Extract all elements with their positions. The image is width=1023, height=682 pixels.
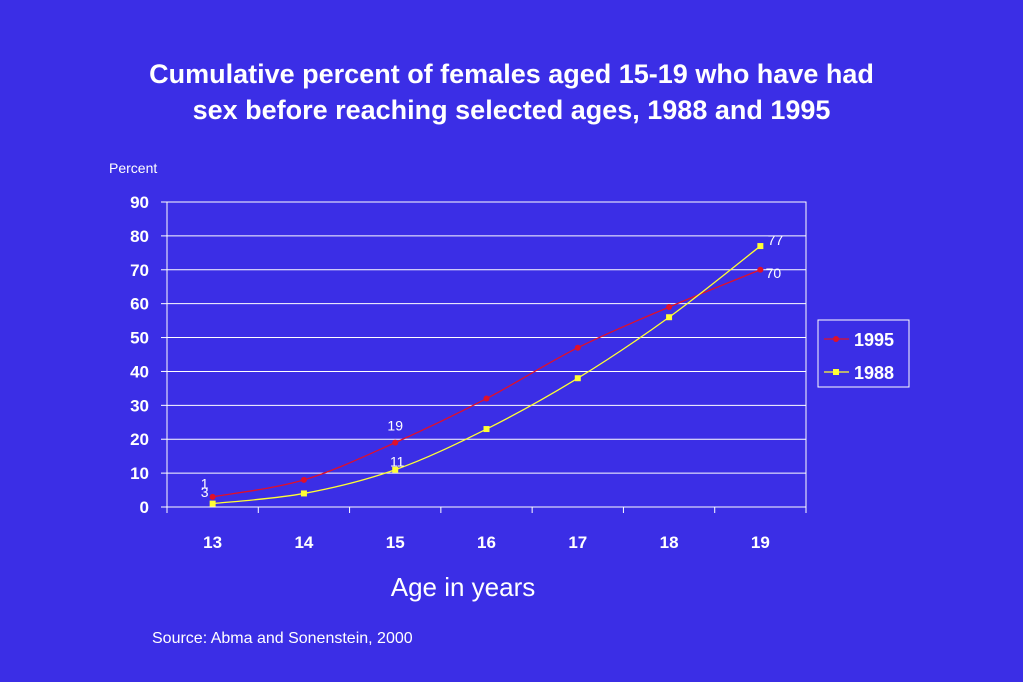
point-1988-13 (209, 500, 216, 507)
y-tick-label: 40 (130, 362, 149, 381)
legend-marker-1988 (833, 369, 839, 375)
axes (161, 201, 807, 513)
point-1995-17 (574, 344, 581, 351)
point-1988-18 (666, 314, 673, 321)
x-tick-label: 17 (568, 533, 587, 552)
y-tick-label: 50 (130, 329, 149, 348)
data-label-1988-19: 77 (768, 232, 784, 248)
x-tick-label: 13 (203, 533, 222, 552)
point-1995-13 (209, 493, 216, 500)
x-tick-label: 15 (386, 533, 405, 552)
data-label-1995-13: 3 (201, 484, 209, 500)
point-1995-19 (757, 266, 764, 273)
data-label-1988-13: 1 (201, 476, 209, 492)
legend-label-1988: 1988 (854, 363, 894, 383)
y-tick-label: 10 (130, 464, 149, 483)
series-lines (212, 245, 761, 505)
legend-marker-1995 (833, 336, 839, 342)
data-label-1995-15: 19 (387, 418, 403, 434)
legend-box (817, 319, 910, 388)
y-tick-label: 90 (130, 193, 149, 212)
point-1995-14 (300, 476, 307, 483)
point-1995-16 (483, 395, 490, 402)
x-tick-label: 16 (477, 533, 496, 552)
series-markers (209, 243, 764, 507)
data-label-1995-19: 70 (766, 265, 782, 281)
plot-area-border (166, 201, 807, 508)
gridlines (167, 201, 806, 474)
y-tick-label: 0 (140, 498, 149, 517)
y-tick-label: 80 (130, 227, 149, 246)
chart-title: Cumulative percent of females aged 15-19… (0, 56, 1023, 128)
point-1995-15 (392, 439, 399, 446)
source-note: Source: Abma and Sonenstein, 2000 (152, 630, 413, 647)
point-1988-16 (483, 426, 490, 433)
x-tick-label: 14 (294, 533, 313, 552)
y-tick-label: 30 (130, 396, 149, 415)
y-tick-label: 20 (130, 430, 149, 449)
y-axis-label: Percent (109, 160, 158, 176)
point-1988-19 (757, 243, 764, 250)
x-tick-label: 18 (660, 533, 679, 552)
series-line-1988 (212, 245, 761, 505)
x-tick-label: 19 (751, 533, 770, 552)
chart-title-line-1: Cumulative percent of females aged 15-19… (149, 59, 874, 89)
chart-title-line-2: sex before reaching selected ages, 1988 … (192, 95, 831, 125)
y-tick-labels: 0 10 20 30 40 50 60 70 80 90 (130, 193, 149, 517)
point-1995-18 (666, 304, 673, 311)
x-tick-labels: 13 14 15 16 17 18 19 (203, 533, 770, 552)
point-1988-15 (392, 466, 399, 473)
point-1988-17 (574, 375, 581, 382)
x-axis-label: Age in years (390, 572, 536, 602)
data-label-1988-15: 11 (390, 454, 405, 470)
legend: 1995 1988 (817, 319, 910, 388)
point-1988-14 (300, 490, 307, 497)
y-tick-label: 60 (130, 295, 149, 314)
y-tick-label: 70 (130, 261, 149, 280)
legend-label-1995: 1995 (854, 330, 894, 350)
